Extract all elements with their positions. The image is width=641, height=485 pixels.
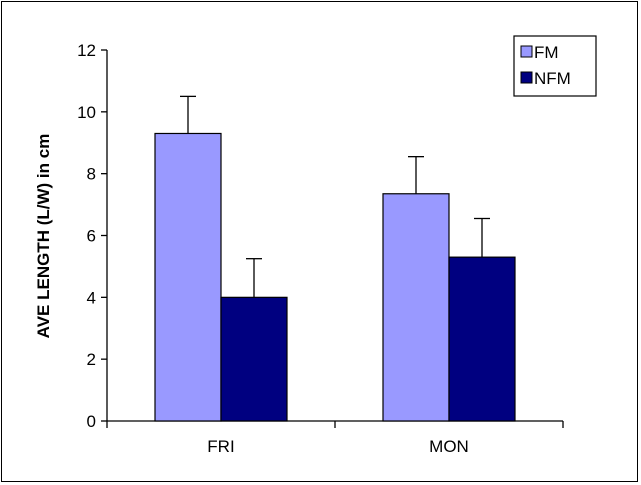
y-tick-label: 0 [87, 412, 96, 431]
legend-label-fm: FM [534, 43, 559, 62]
legend-swatch-nfm [520, 71, 533, 84]
y-axis-title: AVE LENGTH (L/W) in cm [34, 134, 53, 339]
legend-label-nfm: NFM [534, 69, 571, 88]
bar-fm-mon [382, 193, 450, 422]
y-tick-label: 4 [87, 288, 96, 307]
y-tick-label: 12 [77, 41, 96, 60]
y-tick-label: 10 [77, 103, 96, 122]
bar-nfm-fri [220, 296, 288, 422]
bar-fm-fri [154, 132, 222, 422]
x-tick-label: MON [429, 437, 469, 456]
y-tick-label: 6 [87, 227, 96, 246]
plot-area: 0 2 4 6 8 10 12 FRI MON [77, 41, 564, 456]
y-tick-label: 8 [87, 165, 96, 184]
bar-nfm-mon [448, 256, 516, 422]
y-tick-label: 2 [87, 350, 96, 369]
legend-swatch-fm [520, 45, 533, 58]
x-tick-label: FRI [207, 437, 234, 456]
legend: FM NFM [513, 35, 597, 97]
